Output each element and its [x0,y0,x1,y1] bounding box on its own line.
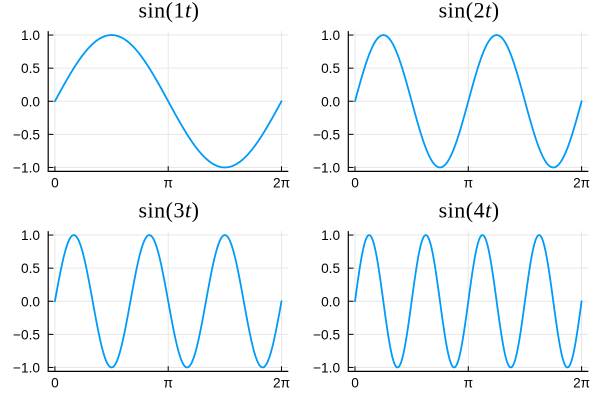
svg-text:−0.5: −0.5 [13,127,40,142]
svg-text:π: π [464,176,473,191]
svg-text:−0.5: −0.5 [313,327,340,342]
svg-text:π: π [163,376,172,391]
svg-text:0.5: 0.5 [321,61,340,76]
svg-text:sin(2t): sin(2t) [439,0,500,23]
svg-text:−1.0: −1.0 [13,160,40,175]
svg-text:0: 0 [351,376,359,391]
svg-text:sin(1t): sin(1t) [138,0,199,23]
svg-text:0.0: 0.0 [321,94,340,109]
svg-text:1.0: 1.0 [21,28,40,43]
svg-text:1.0: 1.0 [21,228,40,243]
svg-text:0.0: 0.0 [21,94,40,109]
svg-text:0: 0 [351,176,359,191]
svg-text:1.0: 1.0 [321,28,340,43]
svg-text:2π: 2π [573,376,590,391]
svg-text:π: π [464,376,473,391]
svg-text:−1.0: −1.0 [313,360,340,375]
svg-text:2π: 2π [273,376,290,391]
svg-text:−0.5: −0.5 [13,327,40,342]
svg-text:0: 0 [51,376,59,391]
svg-text:1.0: 1.0 [321,228,340,243]
svg-text:0: 0 [51,176,59,191]
svg-text:2π: 2π [273,176,290,191]
svg-text:−0.5: −0.5 [313,127,340,142]
svg-text:0.0: 0.0 [321,294,340,309]
svg-text:0.5: 0.5 [21,61,40,76]
svg-text:−1.0: −1.0 [13,360,40,375]
svg-text:sin(3t): sin(3t) [138,197,199,222]
svg-text:π: π [163,176,172,191]
svg-text:0.5: 0.5 [321,261,340,276]
svg-text:2π: 2π [573,176,590,191]
svg-text:0.5: 0.5 [21,261,40,276]
svg-text:sin(4t): sin(4t) [439,197,500,222]
svg-text:−1.0: −1.0 [313,160,340,175]
svg-text:0.0: 0.0 [21,294,40,309]
